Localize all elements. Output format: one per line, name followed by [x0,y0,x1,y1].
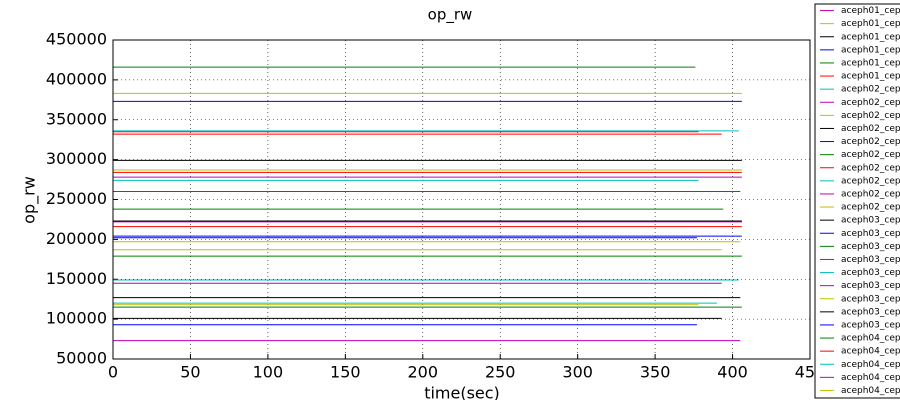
legend-label: aceph01_ceph [841,72,900,82]
x-tick-label: 200 [408,363,439,382]
legend-label: aceph02_ceph [841,189,900,199]
y-tick-label: 200000 [46,229,107,248]
y-tick-label: 150000 [46,269,107,288]
legend: aceph01_cephaceph01_cephaceph01_cephacep… [814,3,900,399]
legend-label: aceph03_ceph [841,268,900,278]
x-tick-label: 400 [717,363,748,382]
legend-label: aceph01_ceph [841,58,900,68]
x-tick-label: 50 [180,363,200,382]
legend-label: aceph03_ceph [841,216,900,226]
legend-label: aceph03_ceph [841,307,900,317]
legend-label: aceph01_ceph [841,32,900,42]
x-tick-label: 100 [253,363,284,382]
legend-label: aceph03_ceph [841,281,900,291]
legend-label: aceph04_ceph [841,386,900,396]
y-tick-label: 350000 [46,109,107,128]
legend-label: aceph04_ceph [841,373,900,383]
legend-label: aceph01_ceph [841,6,900,16]
x-tick-label: 150 [330,363,361,382]
legend-label: aceph02_ceph [841,85,900,95]
legend-label: aceph03_ceph [841,255,900,265]
legend-label: aceph02_ceph [841,150,900,160]
chart-title: op_rw [428,6,473,25]
y-tick-label: 50000 [56,349,107,368]
legend-label: aceph02_ceph [841,176,900,186]
legend-label: aceph04_ceph [841,347,900,357]
x-axis-label: time(sec) [424,384,500,400]
plot-frame [112,39,811,360]
legend-label: aceph02_ceph [841,124,900,134]
legend-box [814,3,900,399]
legend-label: aceph03_ceph [841,294,900,304]
legend-label: aceph04_ceph [841,360,900,370]
legend-label: aceph01_ceph [841,45,900,55]
y-tick-label: 450000 [46,30,107,49]
legend-label: aceph02_ceph [841,203,900,213]
x-tick-label: 0 [108,363,118,382]
x-tick-label: 300 [562,363,593,382]
legend-label: aceph02_ceph [841,111,900,121]
y-tick-label: 300000 [46,149,107,168]
legend-label: aceph01_ceph [841,19,900,29]
y-tick-label: 400000 [46,69,107,88]
y-tick-label: 100000 [46,309,107,328]
y-axis-label: op_rw [20,176,40,224]
legend-label: aceph03_ceph [841,229,900,239]
legend-label: aceph03_ceph [841,242,900,252]
legend-label: aceph02_ceph [841,98,900,108]
x-tick-label: 350 [640,363,671,382]
legend-label: aceph03_ceph [841,320,900,330]
x-tick-label: 250 [485,363,516,382]
legend-label: aceph04_ceph [841,334,900,344]
y-tick-label: 250000 [46,189,107,208]
legend-label: aceph02_ceph [841,137,900,147]
legend-label: aceph02_ceph [841,163,900,173]
